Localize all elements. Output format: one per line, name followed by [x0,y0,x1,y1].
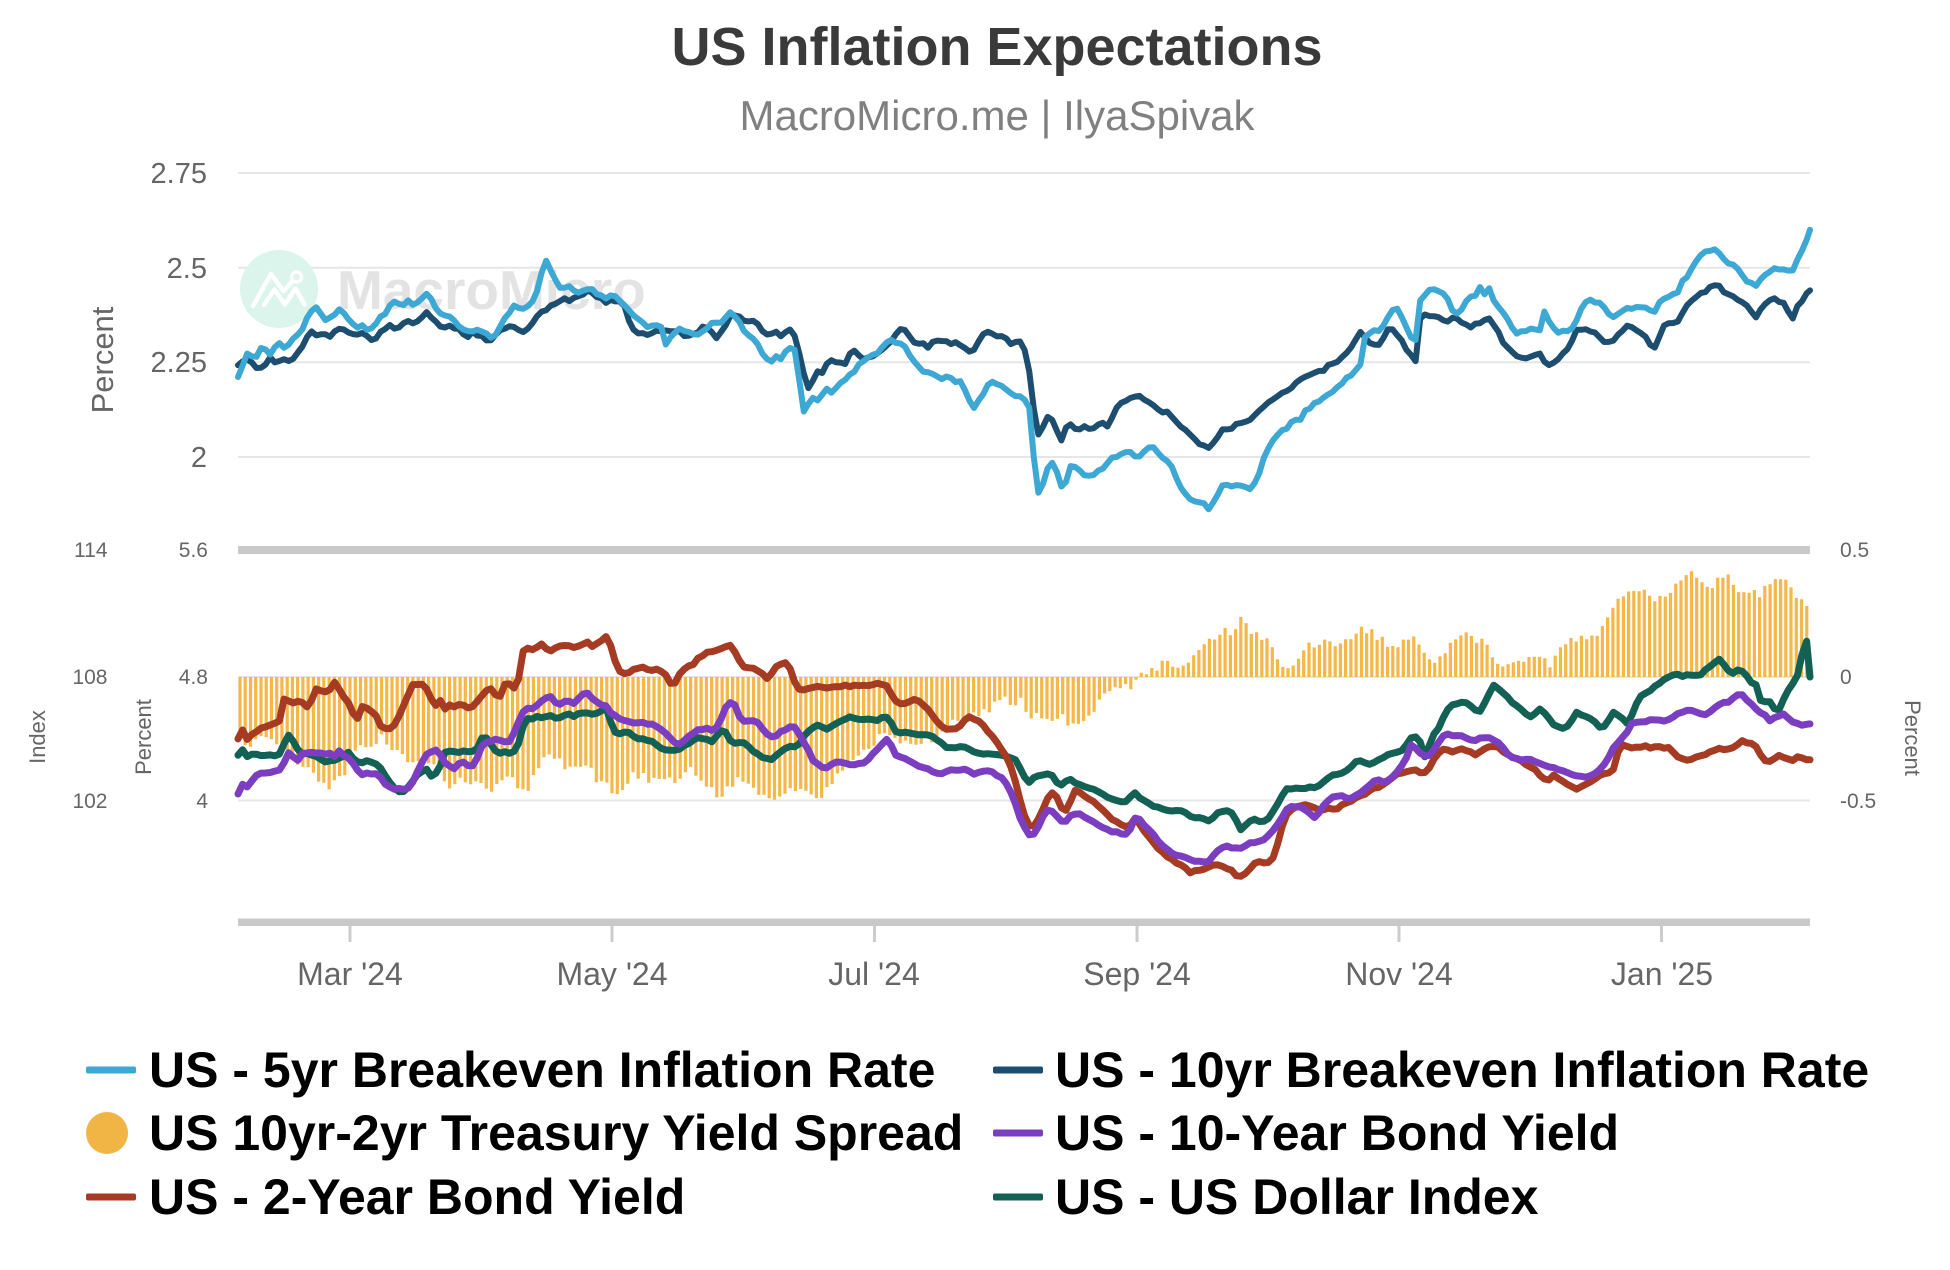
svg-text:Mar '24: Mar '24 [297,956,403,992]
svg-text:Percent: Percent [131,699,156,775]
svg-text:Percent: Percent [1900,700,1925,776]
svg-text:4.8: 4.8 [179,666,208,689]
svg-text:108: 108 [72,666,107,689]
svg-text:US Inflation Expectations: US Inflation Expectations [671,17,1322,77]
svg-text:Jan '25: Jan '25 [1611,956,1713,992]
svg-text:Index: Index [25,710,50,764]
svg-text:114: 114 [74,539,108,562]
svg-text:102: 102 [72,790,107,813]
svg-text:US - 10-Year Bond Yield: US - 10-Year Bond Yield [1055,1105,1619,1161]
svg-text:2.5: 2.5 [167,253,207,285]
svg-text:US 10yr-2yr Treasury Yield Spr: US 10yr-2yr Treasury Yield Spread [149,1105,963,1161]
svg-text:0: 0 [1840,666,1852,689]
svg-text:4: 4 [196,790,208,813]
svg-text:2.75: 2.75 [151,158,207,190]
svg-text:-0.5: -0.5 [1840,790,1876,813]
svg-text:US - 10yr Breakeven Inflation: US - 10yr Breakeven Inflation Rate [1055,1042,1869,1098]
svg-text:US - 5yr Breakeven Inflation R: US - 5yr Breakeven Inflation Rate [149,1042,935,1098]
svg-text:2.25: 2.25 [151,347,207,379]
svg-text:5.6: 5.6 [179,539,208,562]
svg-text:2: 2 [191,442,207,474]
svg-text:0.5: 0.5 [1840,539,1869,562]
svg-text:May '24: May '24 [556,956,667,992]
svg-text:Jul '24: Jul '24 [828,956,920,992]
svg-text:Sep '24: Sep '24 [1083,956,1191,992]
svg-text:Nov '24: Nov '24 [1345,956,1453,992]
svg-text:MacroMicro.me | IlyaSpivak: MacroMicro.me | IlyaSpivak [739,92,1255,139]
svg-text:US - 2-Year Bond Yield: US - 2-Year Bond Yield [149,1169,685,1225]
svg-text:Percent: Percent [85,306,120,413]
svg-text:US - US Dollar Index: US - US Dollar Index [1055,1169,1539,1225]
